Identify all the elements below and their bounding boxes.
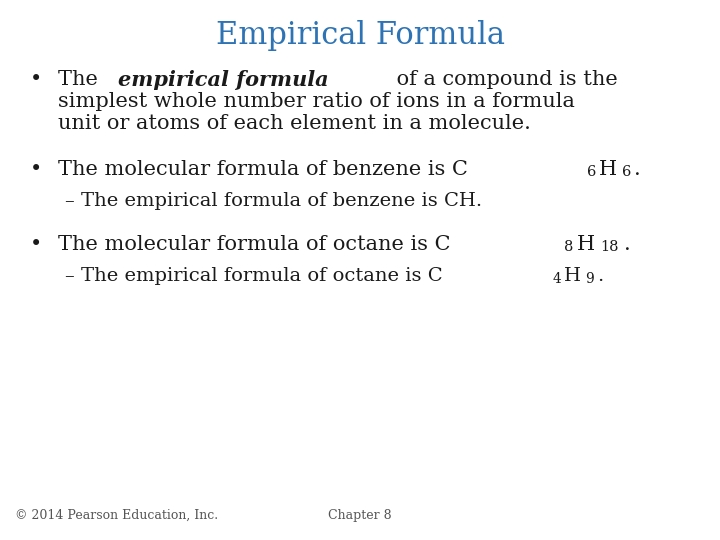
Text: The: The — [58, 70, 104, 89]
Text: 18: 18 — [600, 240, 618, 254]
Text: – The empirical formula of benzene is CH.: – The empirical formula of benzene is CH… — [65, 192, 482, 210]
Text: The molecular formula of octane is C: The molecular formula of octane is C — [58, 235, 451, 254]
Text: .: . — [634, 160, 642, 179]
Text: 4: 4 — [552, 272, 561, 286]
Text: Chapter 8: Chapter 8 — [328, 509, 392, 522]
Text: of a compound is the: of a compound is the — [390, 70, 618, 89]
Text: H: H — [564, 267, 580, 285]
Text: H: H — [599, 160, 617, 179]
Text: The molecular formula of benzene is C: The molecular formula of benzene is C — [58, 160, 468, 179]
Text: .: . — [624, 235, 631, 254]
Text: 8: 8 — [564, 240, 574, 254]
Text: •: • — [30, 235, 42, 254]
Text: •: • — [30, 70, 42, 89]
Text: 9: 9 — [585, 272, 594, 286]
Text: – The empirical formula of octane is C: – The empirical formula of octane is C — [65, 267, 443, 285]
Text: empirical formula: empirical formula — [118, 70, 328, 90]
Text: 6: 6 — [622, 165, 631, 179]
Text: 6: 6 — [587, 165, 596, 179]
Text: •: • — [30, 160, 42, 179]
Text: Empirical Formula: Empirical Formula — [215, 20, 505, 51]
Text: H: H — [577, 235, 595, 254]
Text: © 2014 Pearson Education, Inc.: © 2014 Pearson Education, Inc. — [15, 509, 218, 522]
Text: simplest whole number ratio of ions in a formula: simplest whole number ratio of ions in a… — [58, 92, 575, 111]
Text: unit or atoms of each element in a molecule.: unit or atoms of each element in a molec… — [58, 114, 531, 133]
Text: .: . — [597, 267, 603, 285]
